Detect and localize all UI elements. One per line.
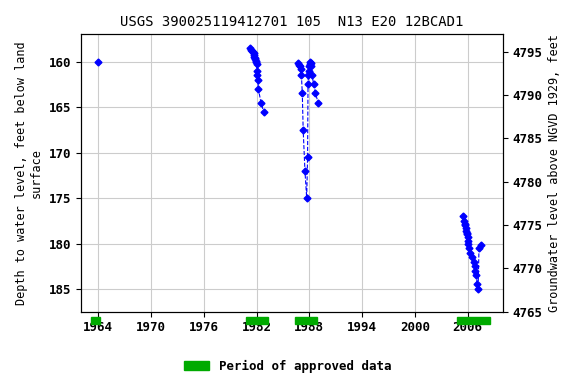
Bar [246, 317, 268, 324]
Title: USGS 390025119412701 105  N13 E20 12BCAD1: USGS 390025119412701 105 N13 E20 12BCAD1 [120, 15, 464, 29]
Bar [295, 317, 317, 324]
Bar [92, 317, 100, 324]
Y-axis label: Groundwater level above NGVD 1929, feet: Groundwater level above NGVD 1929, feet [548, 34, 561, 312]
Y-axis label: Depth to water level, feet below land
surface: Depth to water level, feet below land su… [15, 41, 43, 305]
Bar [457, 317, 490, 324]
Legend: Period of approved data: Period of approved data [179, 355, 397, 378]
